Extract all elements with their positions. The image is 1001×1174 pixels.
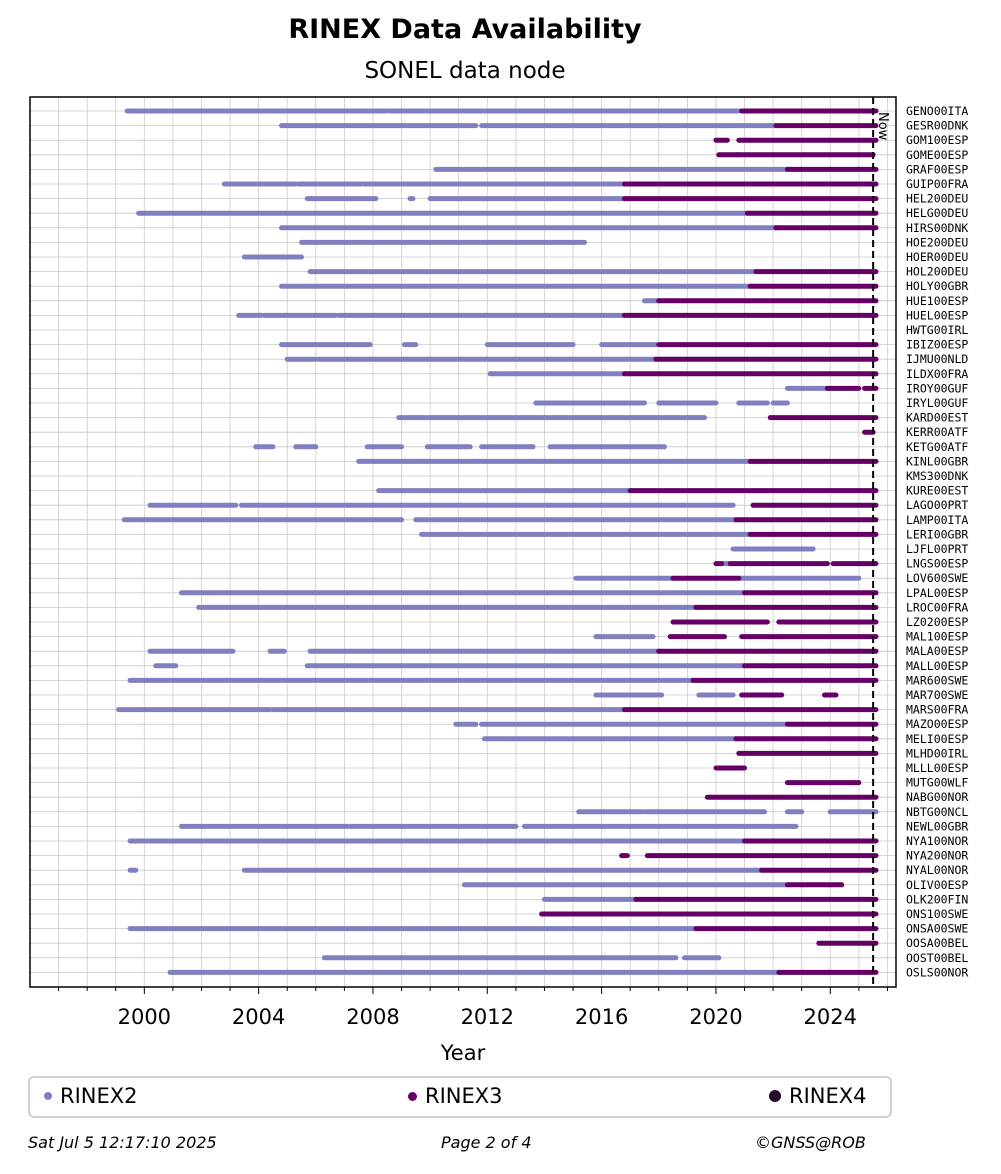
station-labels: GENO00ITAGESR00DNKGOM100ESPGOME00ESPGRAF… (906, 104, 968, 979)
station-label: IBIZ00ESP (906, 338, 968, 352)
station-label: GOME00ESP (906, 148, 968, 162)
station-label: NABG00NOR (906, 790, 968, 804)
station-label: OLIV00ESP (906, 878, 968, 892)
station-label: IJMU00NLD (906, 352, 968, 366)
station-label: MALA00ESP (906, 644, 968, 658)
legend-item-rinex4: RINEX4 (769, 1084, 867, 1108)
station-label: MAR600SWE (906, 673, 968, 687)
station-label: GESR00DNK (906, 119, 968, 133)
station-label: LPAL00ESP (906, 586, 968, 600)
x-tick-label: 2012 (461, 1005, 514, 1029)
station-label: NBTG00NCL (906, 805, 968, 819)
station-label: KMS300DNK (906, 469, 968, 483)
station-label: KURE00EST (906, 484, 968, 498)
station-label: HUEL00ESP (906, 308, 968, 322)
station-label: LAGO00PRT (906, 498, 968, 512)
station-label: HELG00DEU (906, 206, 968, 220)
now-label: Now (875, 112, 890, 141)
station-label: OSLS00NOR (906, 965, 968, 979)
station-label: NYA100NOR (906, 834, 968, 848)
station-label: MUTG00WLF (906, 776, 968, 790)
station-label: LJFL00PRT (906, 542, 968, 556)
station-label: ONS100SWE (906, 907, 968, 921)
station-label: ONSA00SWE (906, 922, 968, 936)
station-label: ILDX00FRA (906, 367, 968, 381)
station-label: HIRS00DNK (906, 221, 968, 235)
station-label: MLHD00IRL (906, 746, 968, 760)
station-label: HWTG00IRL (906, 323, 968, 337)
chart-title: RINEX Data Availability (288, 14, 642, 45)
legend-label-rinex4: RINEX4 (789, 1084, 867, 1108)
station-label: LNGS00ESP (906, 557, 968, 571)
station-label: GENO00ITA (906, 104, 968, 118)
station-label: LERI00GBR (906, 527, 968, 541)
x-tick-label: 2020 (689, 1005, 742, 1029)
x-tick-label: 2024 (804, 1005, 857, 1029)
station-label: MELI00ESP (906, 732, 968, 746)
rinex4-marker (769, 1090, 781, 1102)
station-label: MAR700SWE (906, 688, 968, 702)
station-label: GRAF00ESP (906, 162, 968, 176)
station-label: NEWL00GBR (906, 819, 968, 833)
legend-item-rinex2: RINEX2 (44, 1084, 138, 1108)
station-label: LZ0200ESP (906, 615, 968, 629)
station-label: NYAL00NOR (906, 863, 968, 877)
x-ticks: 2000 2004 2008 2012 2016 2020 2024 (58, 987, 888, 1029)
station-label: LAMP00ITA (906, 513, 968, 527)
legend-label-rinex3: RINEX3 (425, 1084, 503, 1108)
station-label: HOLY00GBR (906, 279, 968, 293)
station-label: MALL00ESP (906, 659, 968, 673)
station-label: KERR00ATF (906, 425, 968, 439)
data-bars (116, 108, 879, 975)
station-label: HOER00DEU (906, 250, 968, 264)
station-label: GOM100ESP (906, 133, 968, 147)
station-label: GUIP00FRA (906, 177, 968, 191)
legend: RINEX2 RINEX3 RINEX4 (28, 1076, 892, 1118)
station-label: KINL00GBR (906, 454, 968, 468)
x-tick-label: 2016 (575, 1005, 628, 1029)
station-label: OLK200FIN (906, 892, 968, 906)
station-label: OOSA00BEL (906, 936, 968, 950)
rinex2-marker (44, 1092, 52, 1100)
legend-label-rinex2: RINEX2 (60, 1084, 138, 1108)
chart-subtitle: SONEL data node (364, 58, 566, 84)
x-axis-label: Year (440, 1041, 486, 1065)
station-label: HOL200DEU (906, 265, 968, 279)
x-tick-label: 2000 (118, 1005, 171, 1029)
station-label: HOE200DEU (906, 235, 968, 249)
station-label: NYA200NOR (906, 849, 968, 863)
x-tick-label: 2008 (346, 1005, 399, 1029)
station-label: OOST00BEL (906, 951, 968, 965)
station-label: KARD00EST (906, 411, 968, 425)
station-label: LOV600SWE (906, 571, 968, 585)
station-label: HUE100ESP (906, 294, 968, 308)
station-label: LROC00FRA (906, 600, 968, 614)
station-label: MAZO00ESP (906, 717, 968, 731)
footer-timestamp: Sat Jul 5 12:17:10 2025 (28, 1133, 217, 1152)
station-label: KETG00ATF (906, 440, 968, 454)
plot-frame (29, 96, 897, 988)
station-label: MARS00FRA (906, 703, 968, 717)
station-label: IROY00GUF (906, 381, 968, 395)
station-label: HEL200DEU (906, 192, 968, 206)
x-tick-label: 2004 (232, 1005, 285, 1029)
legend-item-rinex3: RINEX3 (408, 1084, 503, 1108)
station-label: MAL100ESP (906, 630, 968, 644)
footer-page: Page 2 of 4 (441, 1133, 532, 1152)
footer-copyright: ©GNSS@ROB (755, 1133, 866, 1152)
station-label: MLLL00ESP (906, 761, 968, 775)
rinex3-marker (408, 1091, 417, 1101)
availability-chart: GENO00ITAGESR00DNKGOM100ESPGOME00ESPGRAF… (29, 96, 968, 1065)
station-label: IRYL00GUF (906, 396, 968, 410)
